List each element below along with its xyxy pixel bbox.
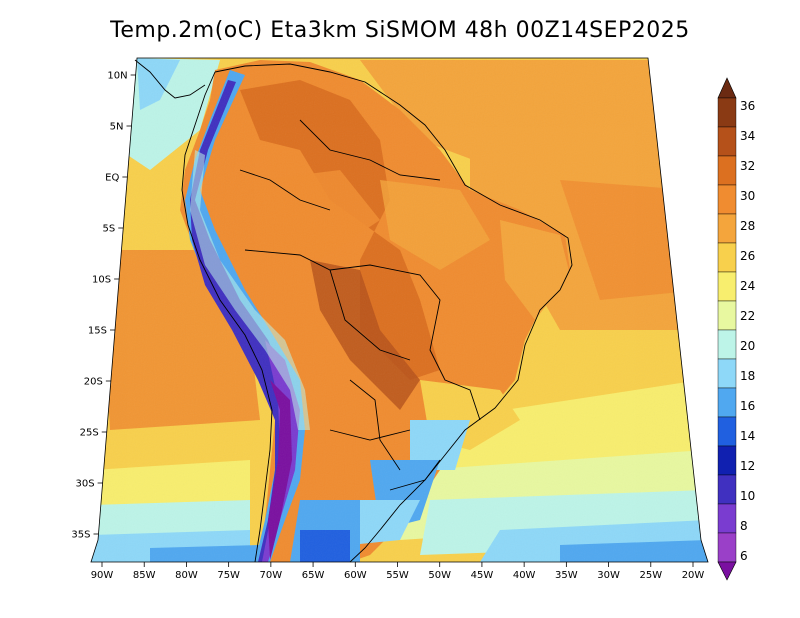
colorbar-swatch bbox=[717, 300, 737, 331]
latitude-axis: 10N 5N EQ 5S 10S 15S 20S 25S 30S 35S bbox=[71, 71, 136, 541]
lat-tick-label: EQ bbox=[105, 173, 119, 184]
colorbar-swatch bbox=[717, 242, 737, 273]
colorbar-swatch bbox=[717, 445, 737, 476]
lat-tick-label: 10S bbox=[92, 275, 111, 286]
colorbar-label: 6 bbox=[740, 549, 748, 563]
lon-tick-label: 25W bbox=[639, 570, 662, 581]
colorbar-label: 26 bbox=[740, 249, 755, 263]
longitude-axis: 90W 85W 80W 75W 70W 65W 60W 55W 50W 45W 40W 35W 30W 2… bbox=[91, 562, 705, 581]
lon-tick-label: 45W bbox=[471, 570, 494, 581]
coastlines-borders bbox=[134, 59, 573, 563]
lat-tick-label: 35S bbox=[71, 530, 90, 541]
colorbar-swatch bbox=[717, 474, 737, 505]
colorbar: 36 34 32 30 28 26 24 22 20 18 16 14 12 10 8 6 bbox=[717, 77, 755, 581]
colorbar-label: 18 bbox=[740, 369, 755, 383]
lat-tick-label: 10N bbox=[107, 71, 127, 82]
colorbar-label: 16 bbox=[740, 399, 755, 413]
lat-tick-label: 5N bbox=[110, 122, 124, 133]
lat-tick-label: 5S bbox=[103, 224, 116, 235]
lon-tick-label: 20W bbox=[682, 570, 705, 581]
lon-tick-label: 55W bbox=[386, 570, 409, 581]
lon-tick-label: 85W bbox=[133, 570, 156, 581]
map-title: Temp.2m(oC) Eta3km SiSMOM 48h 00Z14SEP20… bbox=[110, 18, 690, 43]
colorbar-swatch bbox=[717, 126, 737, 157]
colorbar-label: 32 bbox=[740, 159, 755, 173]
colorbar-label: 10 bbox=[740, 489, 755, 503]
colorbar-swatch bbox=[717, 503, 737, 534]
colorbar-top-arrow bbox=[717, 77, 737, 99]
lat-tick-label: 30S bbox=[76, 479, 95, 490]
colorbar-swatch bbox=[717, 155, 737, 186]
colorbar-label: 28 bbox=[740, 219, 755, 233]
colorbar-label: 14 bbox=[740, 429, 755, 443]
colorbar-label: 36 bbox=[740, 99, 755, 113]
colorbar-label: 22 bbox=[740, 309, 755, 323]
lon-tick-label: 75W bbox=[217, 570, 240, 581]
colorbar-label: 30 bbox=[740, 189, 755, 203]
colorbar-bottom-arrow bbox=[717, 561, 737, 581]
lon-tick-label: 50W bbox=[428, 570, 451, 581]
lon-tick-label: 40W bbox=[513, 570, 536, 581]
lon-tick-label: 35W bbox=[555, 570, 578, 581]
lon-tick-label: 65W bbox=[302, 570, 325, 581]
colorbar-swatch bbox=[717, 387, 737, 418]
colorbar-label: 24 bbox=[740, 279, 755, 293]
plot-frame bbox=[90, 57, 709, 563]
colorbar-swatch bbox=[717, 271, 737, 302]
colorbar-label: 12 bbox=[740, 459, 755, 473]
colorbar-swatch bbox=[717, 358, 737, 389]
colorbar-label: 20 bbox=[740, 339, 755, 353]
lat-tick-label: 25S bbox=[80, 428, 99, 439]
colorbar-label: 34 bbox=[740, 129, 755, 143]
colorbar-swatch bbox=[717, 97, 737, 128]
temperature-field bbox=[91, 58, 708, 562]
lon-tick-label: 90W bbox=[91, 570, 114, 581]
lat-tick-label: 20S bbox=[84, 377, 103, 388]
colorbar-swatch bbox=[717, 329, 737, 360]
lon-tick-label: 70W bbox=[260, 570, 283, 581]
lat-tick-label: 15S bbox=[88, 326, 107, 337]
lon-tick-label: 60W bbox=[344, 570, 367, 581]
colorbar-swatch bbox=[717, 532, 737, 563]
colorbar-swatch bbox=[717, 213, 737, 244]
colorbar-label: 8 bbox=[740, 519, 748, 533]
colorbar-swatch bbox=[717, 416, 737, 447]
lon-tick-label: 80W bbox=[175, 570, 198, 581]
colorbar-swatch bbox=[717, 184, 737, 215]
lon-tick-label: 30W bbox=[597, 570, 620, 581]
